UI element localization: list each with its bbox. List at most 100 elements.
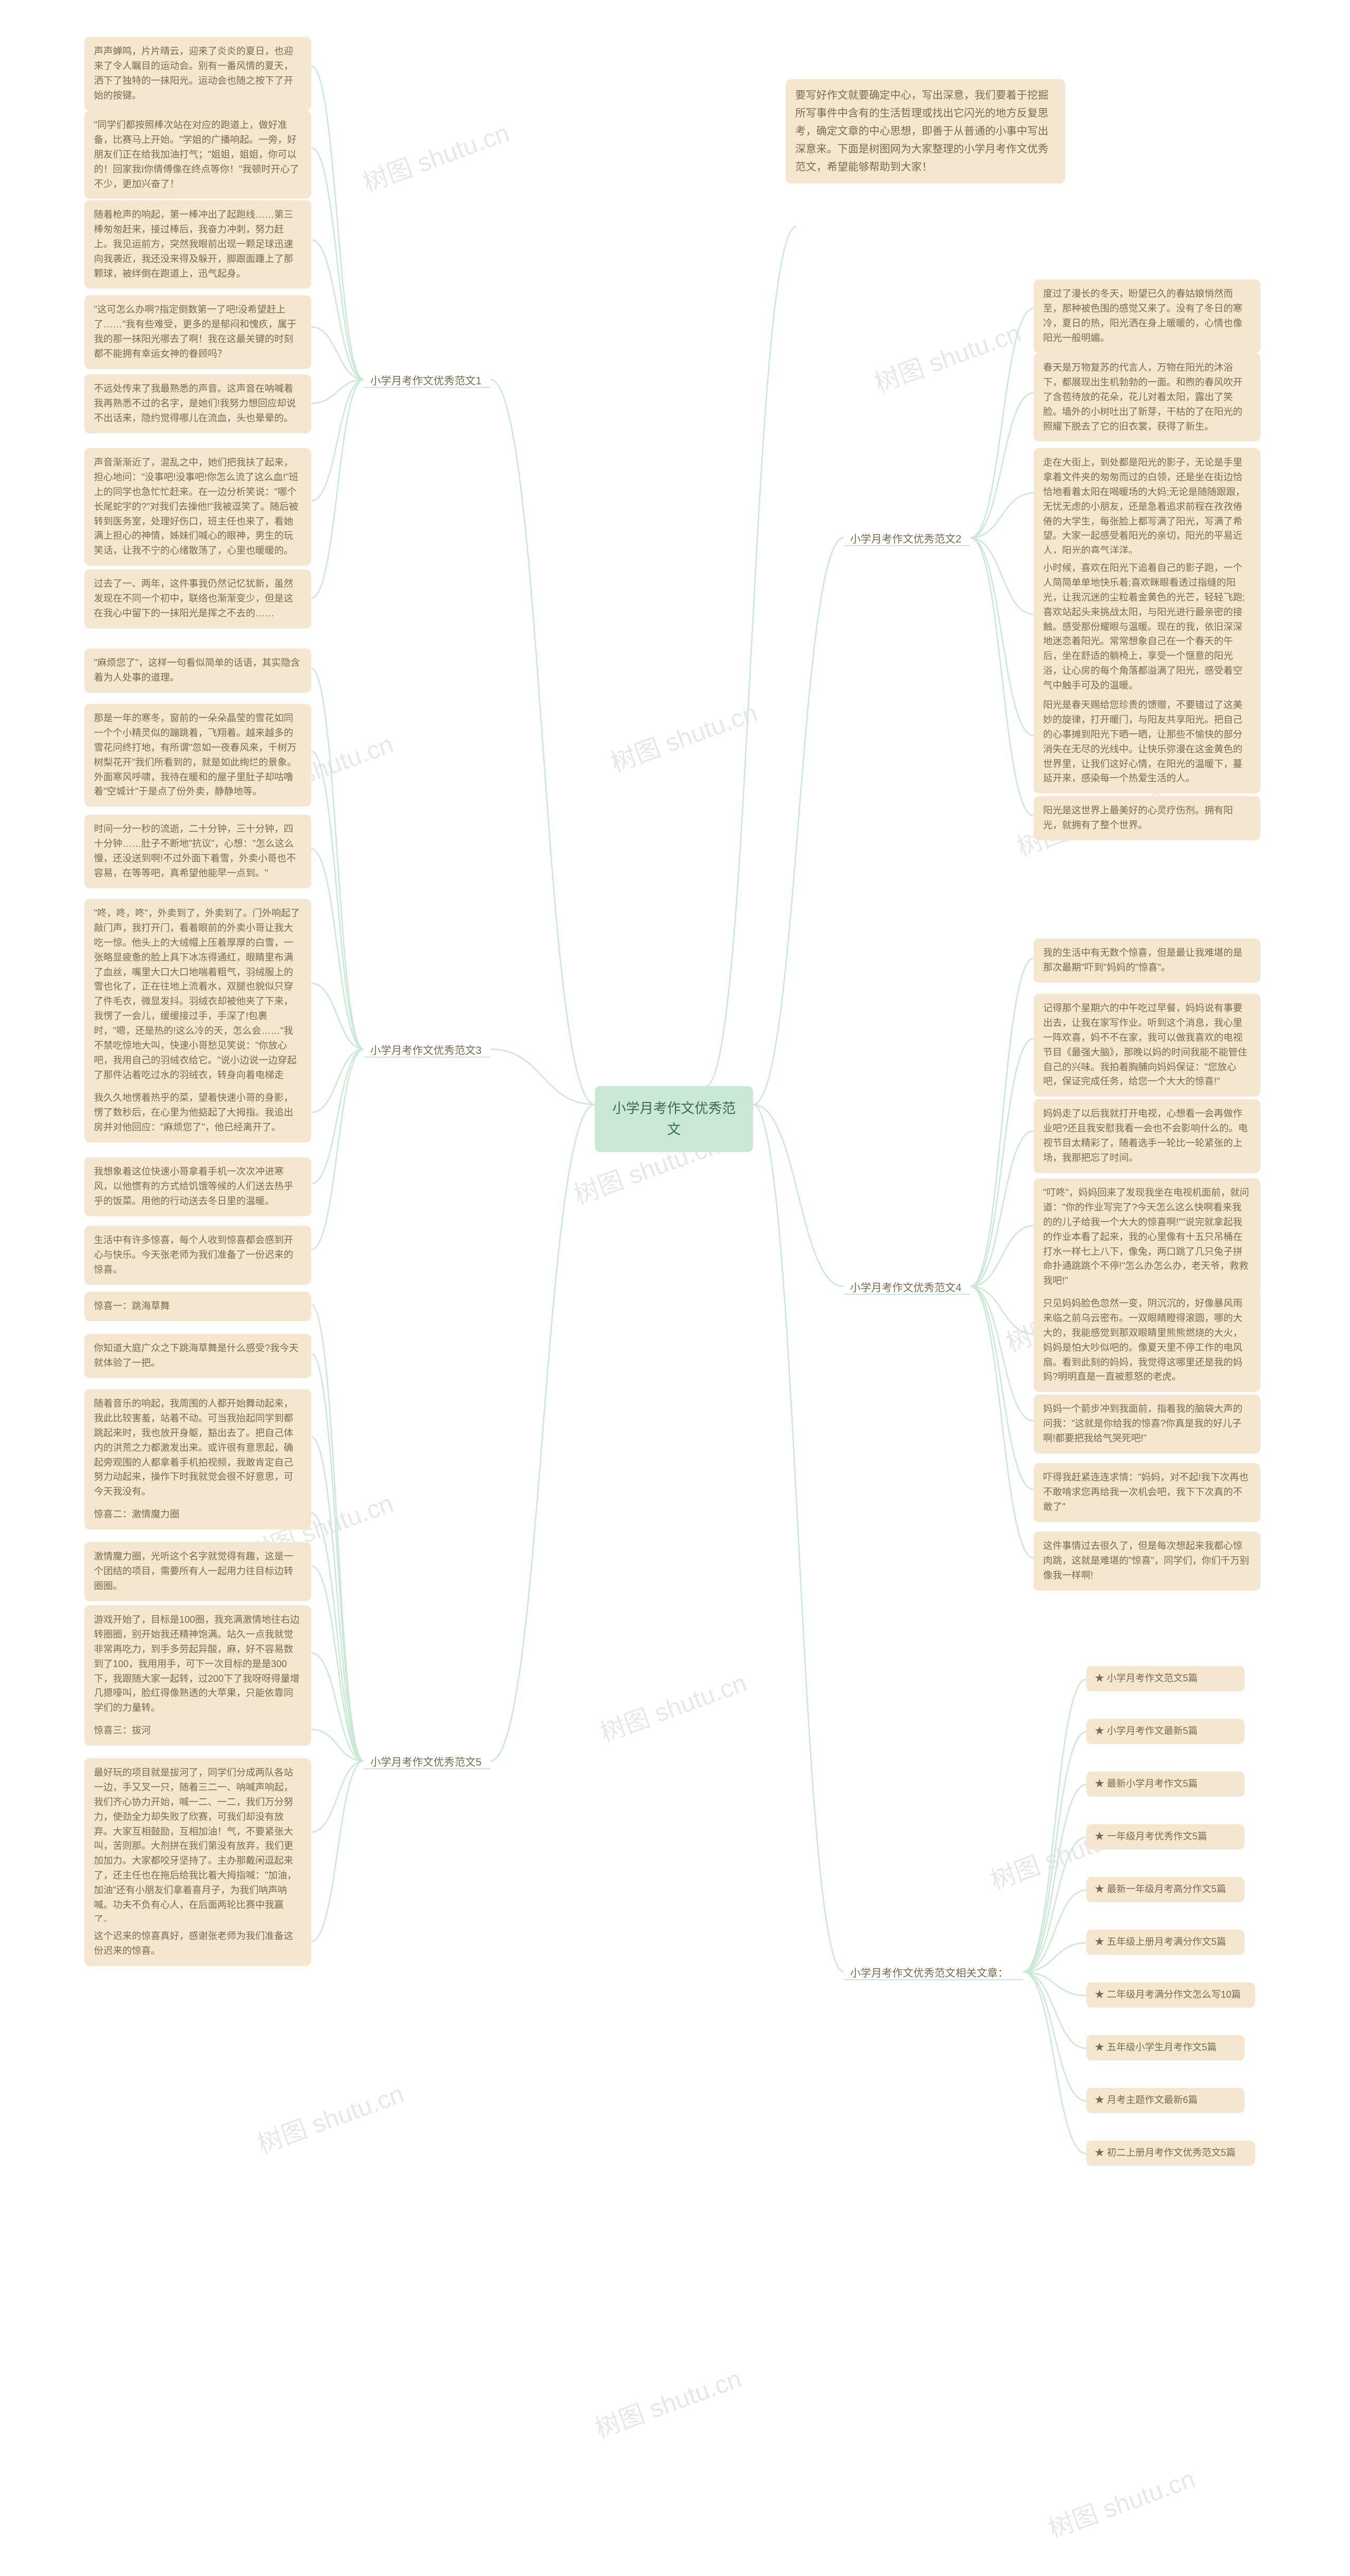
related-link: ★ 月考主题作文最新6篇	[1086, 2088, 1245, 2113]
leaf-node: "叮咚"，妈妈回来了发现我坐在电视机面前，就问道："你的作业写完了?今天怎么这么…	[1034, 1178, 1260, 1296]
leaf-node: 声音渐渐近了，混乱之中，她们把我扶了起来，担心地问："没事吧!没事吧!你怎么流了…	[84, 448, 311, 566]
leaf-node: 我的生活中有无数个惊喜，但是最让我难堪的是那次最期"吓到"妈妈的"惊喜"。	[1034, 938, 1260, 983]
connector	[311, 1513, 364, 1761]
connector	[970, 1286, 1034, 1421]
leaf-node: 你知道大庭广众之下跳海草舞是什么感受?我今天就体验了一把。	[84, 1334, 311, 1378]
connector	[970, 1286, 1034, 1489]
related-link: ★ 小学月考作文最新5篇	[1086, 1719, 1245, 1744]
leaf-node: 阳光是春天赐给您珍贵的馈赠，不要错过了这美妙的旋律，打开暖门，与阳友共享阳光。把…	[1034, 691, 1260, 793]
watermark: 树图 shutu.cn	[869, 312, 1025, 399]
leaf-node: 最好玩的项目就是拔河了，同学们分成两队各站一边，手又叉一只，随着三二一、呐喊声响…	[84, 1758, 311, 1935]
connector	[1023, 1890, 1086, 1972]
related-link: ★ 初二上册月考作文优秀范文5篇	[1086, 2141, 1255, 2166]
connector	[311, 983, 364, 1049]
leaf-node: 记得那个星期六的中午吃过早餐，妈妈说有事要出去，让我在家写作业。听到这个消息，我…	[1034, 994, 1260, 1097]
branch-label: 小学月考作文优秀范文3	[364, 1039, 490, 1063]
related-link: ★ 二年级月考满分作文怎么写10篇	[1086, 1982, 1255, 2008]
watermark: 树图 shutu.cn	[589, 2358, 746, 2445]
connector	[753, 1105, 844, 1286]
related-link: ★ 最新小学月考作文5篇	[1086, 1771, 1245, 1797]
connector	[1023, 1679, 1086, 1972]
connector	[311, 1305, 364, 1761]
connector	[1023, 1732, 1086, 1972]
leaf-node: 吓得我赶紧连连求情："妈妈，对不起!我下次再也不敢啃求您再给我一次机会吧，我下下…	[1034, 1463, 1260, 1522]
watermark: 树图 shutu.cn	[594, 1662, 751, 1749]
leaf-node: 我久久地愣着热乎的菜，望着快速小哥的身影，愣了数秒后，在心里为他掂起了大拇指。我…	[84, 1083, 311, 1142]
intro-node: 要写好作文就要确定中心，写出深意，我们要着于挖掘所写事件中含有的生活哲理或找出它…	[786, 79, 1065, 183]
branch-label: 小学月考作文优秀范文相关文章：	[844, 1961, 1023, 1986]
connector	[311, 66, 364, 380]
leaf-node: 惊喜一：跳海草舞	[84, 1292, 311, 1321]
watermark: 树图 shutu.cn	[252, 2073, 408, 2160]
leaf-node: "麻烦您了"，这样一句看似简单的话语，其实隐含着为人处事的道理。	[84, 648, 311, 693]
connector	[311, 1653, 364, 1761]
connector	[970, 1286, 1034, 1558]
leaf-node: 度过了漫长的冬天，盼望已久的春姑娘悄然而至，那种被色围的感觉又来了。没有了冬日的…	[1034, 279, 1260, 353]
connector	[311, 240, 364, 380]
connector	[311, 1761, 364, 1942]
connector	[490, 1049, 595, 1105]
leaf-node: 不远处传来了我最熟悉的声音。这声音在呐喊着我再熟悉不过的名字，是她们!我努力想回…	[84, 374, 311, 433]
connector	[753, 538, 844, 1105]
connector	[1023, 1972, 1086, 2101]
leaf-node: 妈妈一个箭步冲到我面前，指着我的脑袋大声的问我："这就是你给我的惊喜?你真是我的…	[1034, 1394, 1260, 1454]
connector	[311, 1761, 364, 1832]
connector	[311, 669, 364, 1050]
branch-label: 小学月考作文优秀范文4	[844, 1276, 970, 1301]
connector	[753, 1105, 844, 1972]
watermark: 树图 shutu.cn	[605, 692, 761, 779]
connector	[970, 493, 1034, 538]
connector	[311, 1437, 364, 1761]
watermark: 树图 shutu.cn	[357, 112, 514, 199]
connector	[311, 148, 364, 380]
leaf-node: 过去了一、两年，这件事我仍然记忆犹新，虽然发现在不同一个初中，联络也渐渐变少，但…	[84, 569, 311, 628]
connector	[970, 393, 1034, 538]
leaf-node: "同学们都按照棒次站在对应的跑道上，做好准备，比赛马上开始。"学姐的广播响起。一…	[84, 111, 311, 199]
connector	[970, 538, 1034, 614]
connector	[311, 1049, 364, 1250]
connector	[1023, 1972, 1086, 2154]
connector	[311, 1566, 364, 1761]
leaf-node: 这件事情过去很久了，但是每次想起来我都心惊肉跳，这就是难堪的"惊喜"，同学们，你…	[1034, 1532, 1260, 1591]
connector	[311, 327, 364, 380]
related-link: ★ 最新一年级月考高分作文5篇	[1086, 1877, 1245, 1902]
related-link: ★ 五年级小学生月考作文5篇	[1086, 2035, 1245, 2060]
connector	[970, 538, 1034, 735]
connector	[970, 1131, 1034, 1286]
related-link: ★ 五年级上册月考满分作文5篇	[1086, 1930, 1245, 1955]
leaf-node: 小时候，喜欢在阳光下追着自己的影子跑，一个人简简单单地快乐着;喜欢眯眼看透过指缝…	[1034, 554, 1260, 701]
leaf-node: 只见妈妈脸色忽然一变，阴沉沉的，好像暴风雨来临之前乌云密布。一双眼睛瞪得滚圆，哪…	[1034, 1289, 1260, 1392]
related-link: ★ 小学月考作文范文5篇	[1086, 1666, 1245, 1691]
leaf-node: 惊喜二：激情魔力圈	[84, 1500, 311, 1529]
leaf-node: 走在大街上，到处都是阳光的影子，无论是手里拿着文件夹的匆匆而过的白领，还是坐在街…	[1034, 448, 1260, 566]
related-link: ★ 一年级月考优秀作文5篇	[1086, 1824, 1245, 1849]
connector	[1023, 1837, 1086, 1972]
leaf-node: 随着音乐的响起，我周围的人都开始舞动起来，我此比较害羞，站着不动。可当我抬起同学…	[84, 1389, 311, 1507]
connector	[970, 1226, 1034, 1286]
connector	[970, 1039, 1034, 1286]
branch-label: 小学月考作文优秀范文1	[364, 369, 490, 394]
leaf-node: 阳光是这世界上最美好的心灵疗伤剂。拥有阳光，就拥有了整个世界。	[1034, 796, 1260, 840]
connector	[970, 1286, 1034, 1334]
branch-label: 小学月考作文优秀范文5	[364, 1750, 490, 1775]
connector	[311, 1354, 364, 1761]
connector	[311, 1049, 364, 1184]
leaf-node: 这个迟来的惊喜真好，感谢张老师为我们准备这份迟来的惊喜。	[84, 1922, 311, 1966]
connector	[311, 751, 364, 1049]
connector	[706, 227, 796, 1086]
connector	[970, 308, 1034, 538]
leaf-node: 惊喜三：拔河	[84, 1716, 311, 1746]
leaf-node: 游戏开始了，目标是100圈，我充满激情地往右边转圈圈，别开始我还精神饱满。站久一…	[84, 1605, 311, 1723]
leaf-node: 激情魔力圈，光听这个名字就觉得有趣，这是一个团结的项目，需要所有人一起用力往目标…	[84, 1542, 311, 1601]
leaf-node: 我想象着这位快速小哥拿着手机一次次冲进寒风，以他惯有的方式给饥饿等候的人们送去热…	[84, 1157, 311, 1216]
connector	[311, 849, 364, 1049]
leaf-node: 妈妈走了以后我就打开电视，心想看一会再做作业吧?还且我安慰我看一会也不会影响什么…	[1034, 1099, 1260, 1173]
connector	[1023, 1943, 1086, 1972]
leaf-node: 春天是万物复苏的代言人，万物在阳光的沐浴下，都展现出生机勃勃的一面。和煦的春风吹…	[1034, 353, 1260, 441]
branch-label: 小学月考作文优秀范文2	[844, 527, 970, 552]
center-node: 小学月考作文优秀范文	[595, 1086, 753, 1152]
connector	[970, 958, 1034, 1287]
leaf-node: "咚，咚，咚"，外卖到了，外卖到了。门外响起了敲门声，我打开门，看着眼前的外卖小…	[84, 899, 311, 1105]
connector	[490, 1105, 595, 1761]
leaf-node: 生活中有许多惊喜，每个人收到惊喜都会感到开心与快乐。今天张老师为我们准备了一份迟…	[84, 1226, 311, 1285]
